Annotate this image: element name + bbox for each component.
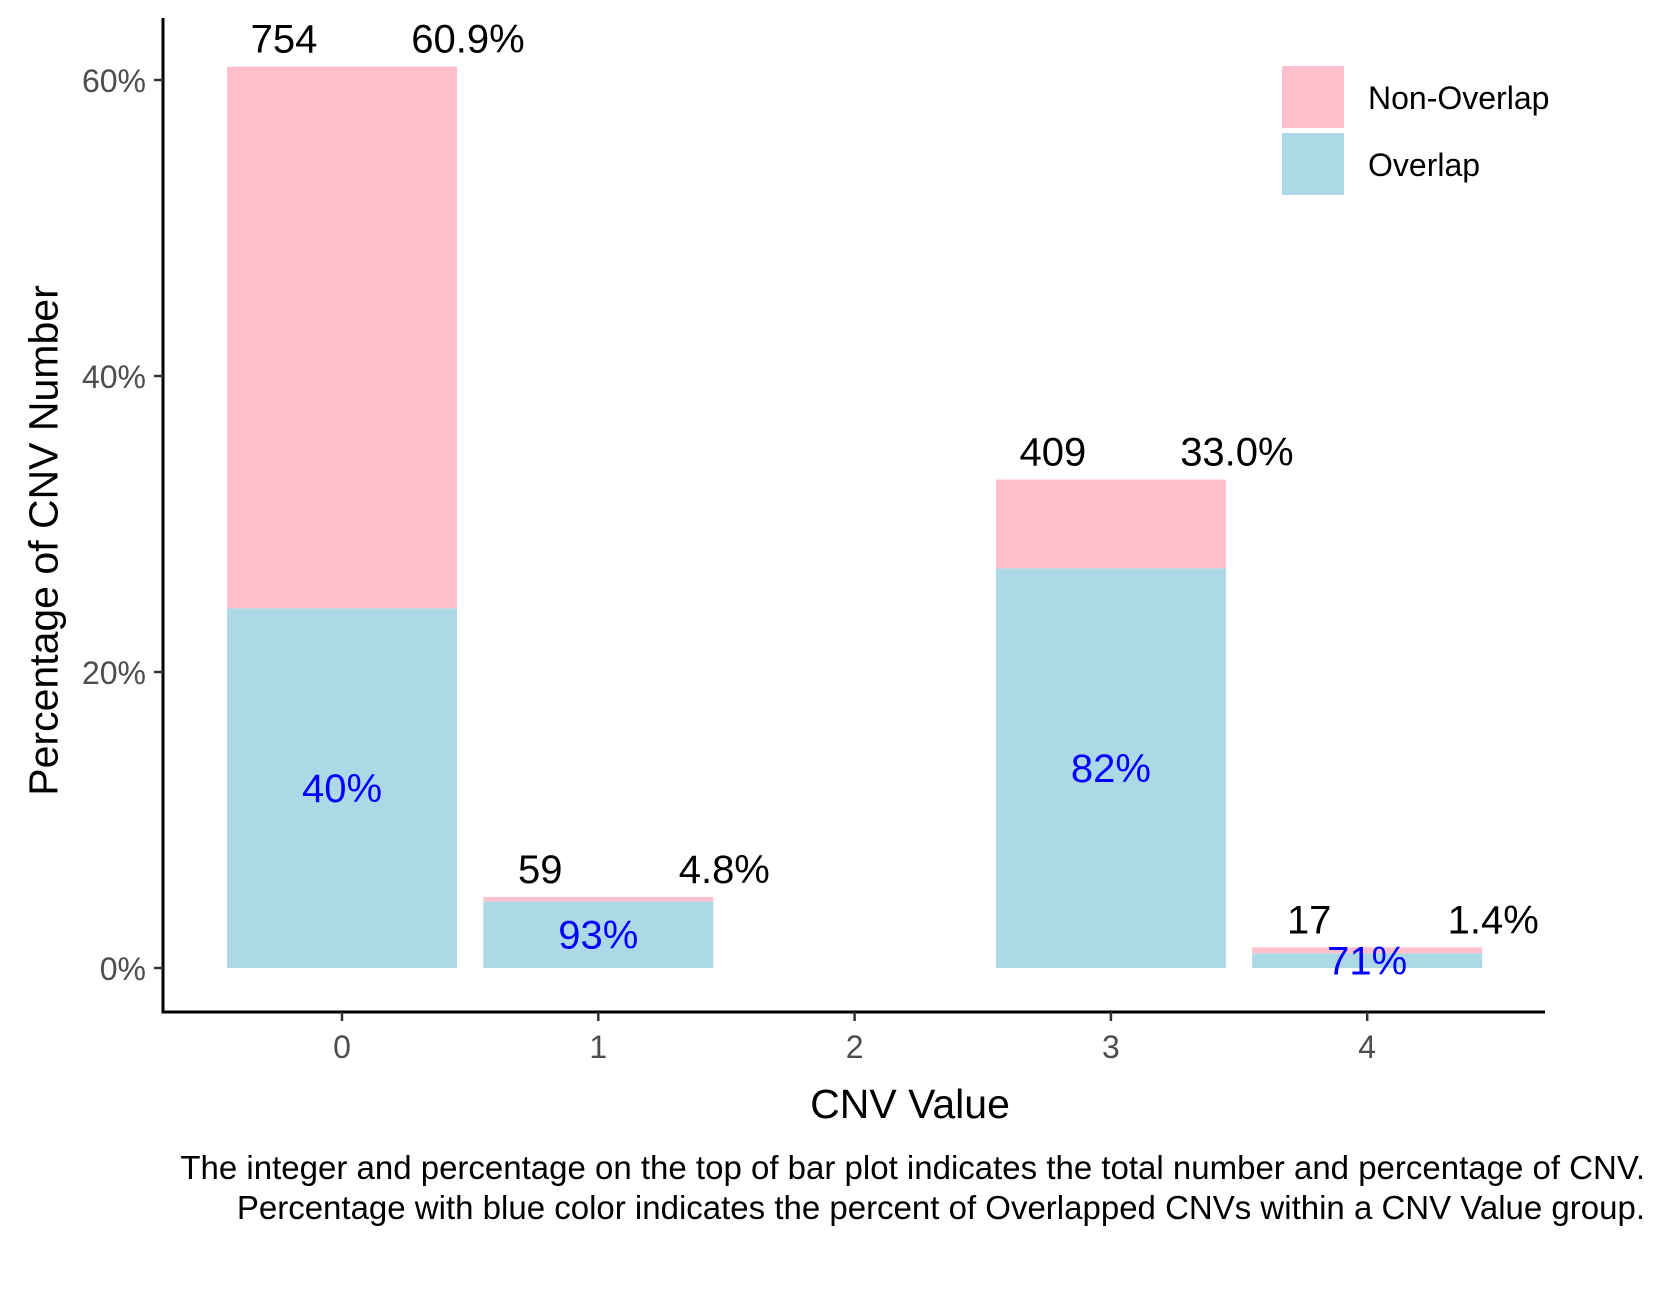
bar-overlap-0	[227, 608, 457, 968]
x-tick-label-4: 4	[1358, 1029, 1376, 1065]
bar-non-overlap-3	[995, 479, 1226, 569]
legend-label-non-overlap: Non-Overlap	[1368, 80, 1549, 116]
bar-non-overlap-0	[227, 66, 457, 609]
y-tick-label-0: 0%	[100, 951, 146, 987]
bar-percent-label-3: 33.0%	[1180, 431, 1293, 475]
bars-layer	[227, 66, 1483, 968]
caption-line-1: The integer and percentage on the top of…	[180, 1149, 1645, 1186]
bar-overlap-4	[1252, 953, 1483, 968]
legend: Non-Overlap Overlap	[1282, 66, 1549, 195]
x-tick-label-2: 2	[846, 1029, 864, 1065]
x-tick-label-3: 3	[1102, 1029, 1120, 1065]
bar-non-overlap-1	[483, 896, 714, 902]
bar-count-label-0: 754	[251, 18, 318, 62]
x-tick-label-0: 0	[333, 1029, 351, 1065]
y-tick-label-40: 40%	[82, 359, 146, 395]
bar-percent-label-1: 4.8%	[679, 848, 770, 892]
legend-label-overlap: Overlap	[1368, 147, 1480, 183]
x-axis-title: CNV Value	[810, 1081, 1010, 1127]
bar-non-overlap-4	[1252, 947, 1483, 954]
legend-swatch-non-overlap	[1282, 66, 1344, 128]
overlap-percent-label-0: 40%	[302, 767, 382, 811]
legend-swatch-overlap	[1282, 133, 1344, 195]
bar-count-label-4: 17	[1287, 898, 1332, 942]
chart-caption: The integer and percentage on the top of…	[5, 1148, 1645, 1228]
caption-line-2: Percentage with blue color indicates the…	[236, 1189, 1645, 1226]
bar-overlap-1	[483, 901, 714, 968]
x-tick-label-1: 1	[589, 1029, 607, 1065]
overlap-percent-label-3: 82%	[1071, 747, 1151, 791]
bar-count-label-1: 59	[518, 848, 563, 892]
labels-layer: 754 60.9% 40% 59 4.8% 93% 409 33.0% 82% 17 1.4% 71%	[251, 18, 1539, 984]
y-tick-label-20: 20%	[82, 655, 146, 691]
y-tick-label-60: 60%	[82, 63, 146, 99]
overlap-percent-label-4: 71%	[1327, 940, 1407, 984]
bar-percent-label-4: 1.4%	[1448, 898, 1539, 942]
axes-layer: 0% 20% 40% 60% 0 1 2 3 4	[82, 18, 1545, 1065]
overlap-percent-label-1: 93%	[558, 914, 638, 958]
y-axis-title: Percentage of CNV Number	[20, 285, 67, 796]
bar-percent-label-0: 60.9%	[411, 18, 524, 62]
bar-count-label-3: 409	[1020, 431, 1087, 475]
bar-overlap-3	[995, 568, 1226, 968]
